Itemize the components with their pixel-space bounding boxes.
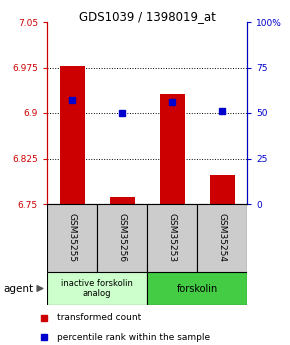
Bar <box>147 204 197 272</box>
Bar <box>110 197 135 204</box>
Text: GSM35253: GSM35253 <box>168 214 177 263</box>
Bar <box>47 204 97 272</box>
Bar <box>160 93 184 204</box>
Bar <box>147 272 247 305</box>
Bar <box>97 204 147 272</box>
Bar <box>47 272 147 305</box>
Text: GDS1039 / 1398019_at: GDS1039 / 1398019_at <box>79 10 215 23</box>
Text: GSM35255: GSM35255 <box>68 214 77 263</box>
Text: percentile rank within the sample: percentile rank within the sample <box>57 333 210 342</box>
Text: forskolin: forskolin <box>176 284 218 294</box>
Bar <box>209 176 235 204</box>
Bar <box>59 66 84 204</box>
Text: inactive forskolin
analog: inactive forskolin analog <box>61 279 133 298</box>
Text: GSM35254: GSM35254 <box>218 214 226 263</box>
Text: transformed count: transformed count <box>57 314 141 323</box>
Bar <box>197 204 247 272</box>
Text: GSM35256: GSM35256 <box>117 214 126 263</box>
Text: agent: agent <box>3 284 33 294</box>
